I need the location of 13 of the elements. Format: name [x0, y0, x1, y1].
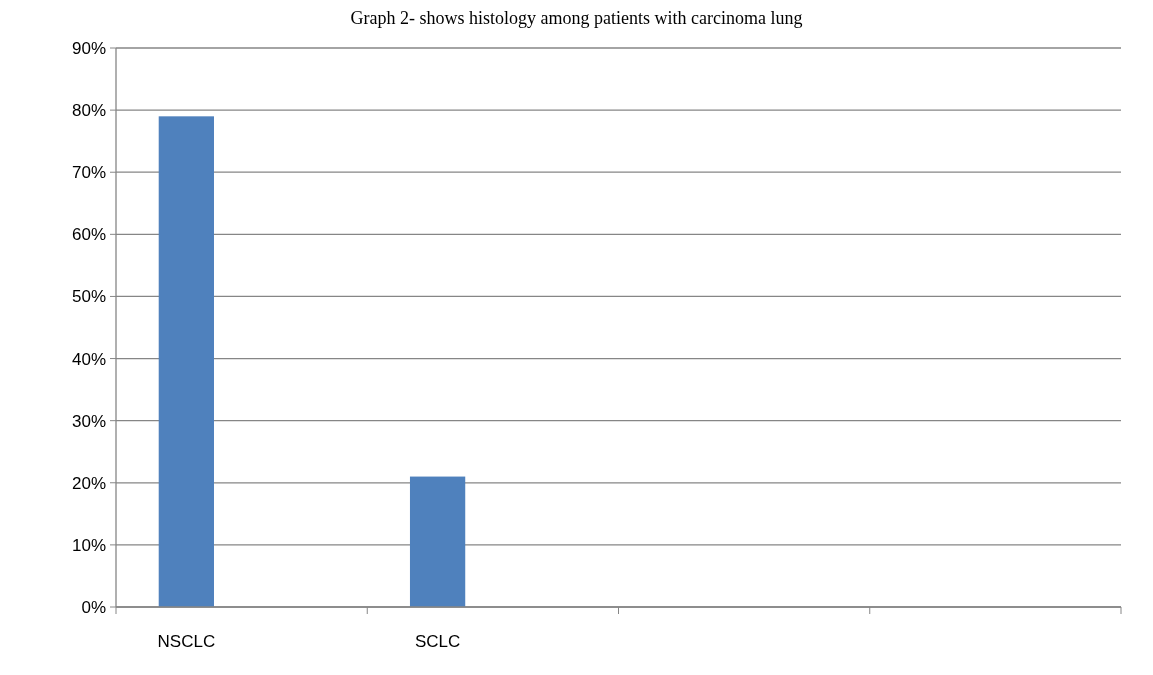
- y-tick-label: 90%: [71, 38, 106, 58]
- chart-title: Graph 2- shows histology among patients with carcinoma lung: [350, 8, 803, 28]
- y-tick-label: 10%: [71, 535, 106, 555]
- x-tick-label: SCLC: [414, 632, 461, 651]
- y-tick-label: 60%: [71, 225, 106, 245]
- y-tick-label: 80%: [71, 101, 106, 121]
- y-tick-label: 0%: [81, 597, 106, 617]
- y-tick-label: 20%: [71, 473, 106, 493]
- y-tick-label: 40%: [71, 349, 106, 369]
- y-tick-label: 30%: [71, 411, 106, 431]
- x-tick-label: NSCLC: [157, 632, 216, 651]
- y-tick-label: 50%: [71, 287, 106, 307]
- y-tick-label: 70%: [71, 163, 106, 183]
